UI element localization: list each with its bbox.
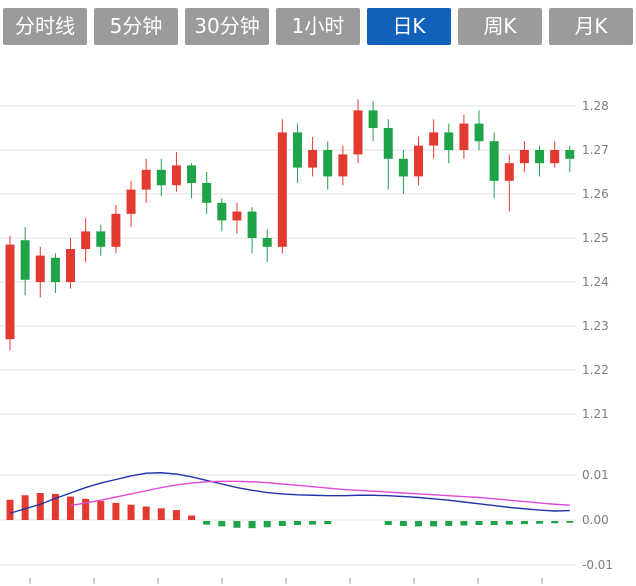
macd-hist-bar-down — [203, 521, 211, 525]
candle-body — [429, 132, 439, 146]
candle-body — [444, 132, 454, 150]
macd-hist-bar-down — [551, 521, 559, 524]
price-axis-label: 1.26 — [582, 187, 609, 201]
candle-body — [5, 244, 15, 340]
macd-hist-bar-up — [157, 508, 165, 520]
tab-30min[interactable]: 30分钟 — [185, 8, 269, 45]
macd-hist-bar-down — [218, 521, 226, 527]
macd-hist-bar-down — [505, 521, 513, 525]
candle-body — [504, 163, 514, 181]
price-axis-label: 1.24 — [582, 275, 609, 289]
candle-body — [338, 154, 348, 177]
macd-hist-bar-up — [21, 495, 29, 520]
macd-hist-bar-up — [97, 501, 105, 520]
macd-hist-bar-up — [51, 493, 59, 520]
macd-hist-bar-up — [36, 493, 44, 520]
candle-body — [217, 202, 227, 221]
macd-hist-bar-down — [263, 521, 271, 528]
candle-body — [308, 150, 318, 168]
macd-hist-bar-down — [324, 521, 332, 525]
macd-hist-bar-down — [415, 521, 423, 527]
macd-hist-bar-up — [127, 504, 135, 520]
tab-monthly-k[interactable]: 月K — [549, 8, 633, 45]
price-axis-label: 1.21 — [582, 407, 609, 421]
tab-timeline[interactable]: 分时线 — [3, 8, 87, 45]
macd-axis-label: 0.00 — [582, 513, 609, 527]
candle-body — [383, 128, 393, 159]
period-tab-bar: 分时线 5分钟 30分钟 1小时 日K 周K 月K — [0, 0, 636, 51]
macd-hist-bar-down — [445, 521, 453, 526]
candle-body — [111, 213, 121, 247]
candle-body — [459, 123, 469, 150]
candle-body — [20, 240, 30, 280]
macd-axis-label: 0.01 — [582, 468, 609, 482]
macd-hist-bar-up — [142, 506, 150, 520]
price-axis-label: 1.28 — [582, 99, 609, 113]
macd-hist-bar-down — [430, 521, 438, 527]
price-axis-label: 1.27 — [582, 143, 609, 157]
candle-body — [550, 150, 560, 164]
macd-hist-bar-down — [384, 521, 392, 526]
macd-hist-bar-up — [6, 499, 14, 520]
kline-macd-chart[interactable]: 1.28 1.27 1.26 1.25 1.24 1.23 1.22 1.21 0.01 0.00… — [0, 51, 636, 586]
chart-area: 1.28 1.27 1.26 1.25 1.24 1.23 1.22 1.21 0.01 0.00… — [0, 51, 636, 586]
macd-hist-bar-down — [248, 521, 256, 529]
candle-body — [535, 150, 545, 164]
price-axis-label: 1.25 — [582, 231, 609, 245]
candle-body — [262, 238, 272, 247]
macd-hist-bar-down — [536, 521, 544, 524]
candle-body — [126, 189, 136, 214]
price-axis-label: 1.22 — [582, 363, 609, 377]
macd-hist-bar-down — [460, 521, 468, 526]
candle-body — [202, 183, 212, 203]
candle-body — [232, 211, 242, 221]
macd-dea-line — [70, 480, 570, 507]
candle-body — [247, 211, 257, 238]
macd-hist-bar-down — [293, 521, 301, 526]
candle-body — [474, 123, 484, 142]
macd-hist-bar-up — [172, 510, 180, 520]
macd-hist-bar-down — [399, 521, 407, 526]
candle-body — [81, 231, 91, 249]
macd-hist-bar-down — [233, 521, 241, 528]
macd-hist-bar-down — [278, 521, 286, 526]
candle-body — [66, 249, 76, 282]
tab-5min[interactable]: 5分钟 — [94, 8, 178, 45]
candle-body — [292, 132, 302, 168]
candle-body — [323, 150, 333, 177]
tab-1hour[interactable]: 1小时 — [276, 8, 360, 45]
candle-body — [277, 132, 287, 247]
candle-body — [187, 165, 197, 183]
candle-body — [353, 110, 363, 155]
candle-body — [35, 255, 45, 282]
price-axis-label: 1.23 — [582, 319, 609, 333]
candle-body — [96, 231, 106, 247]
macd-axis-label: -0.01 — [582, 558, 613, 572]
candle-body — [141, 169, 151, 190]
candle-body — [50, 257, 60, 282]
macd-hist-bar-up — [188, 515, 196, 520]
macd-hist-bar-up — [82, 498, 90, 520]
macd-dif-line — [9, 472, 570, 514]
candle-body — [156, 169, 166, 186]
macd-hist-bar-down — [520, 521, 528, 525]
macd-hist-bar-up — [112, 502, 120, 520]
candle-body — [398, 158, 408, 177]
macd-hist-bar-down — [566, 521, 574, 523]
macd-hist-bar-down — [475, 521, 483, 526]
candle-body — [414, 145, 424, 177]
macd-hist-bar-up — [67, 496, 75, 520]
tab-daily-k[interactable]: 日K — [367, 8, 451, 45]
candle-body — [171, 165, 181, 186]
candle-body — [565, 150, 575, 159]
candle-body — [519, 150, 529, 164]
macd-hist-bar-down — [309, 521, 317, 525]
macd-hist-bar-down — [490, 521, 498, 526]
candle-body — [489, 141, 499, 181]
candle-body — [368, 110, 378, 128]
tab-weekly-k[interactable]: 周K — [458, 8, 542, 45]
